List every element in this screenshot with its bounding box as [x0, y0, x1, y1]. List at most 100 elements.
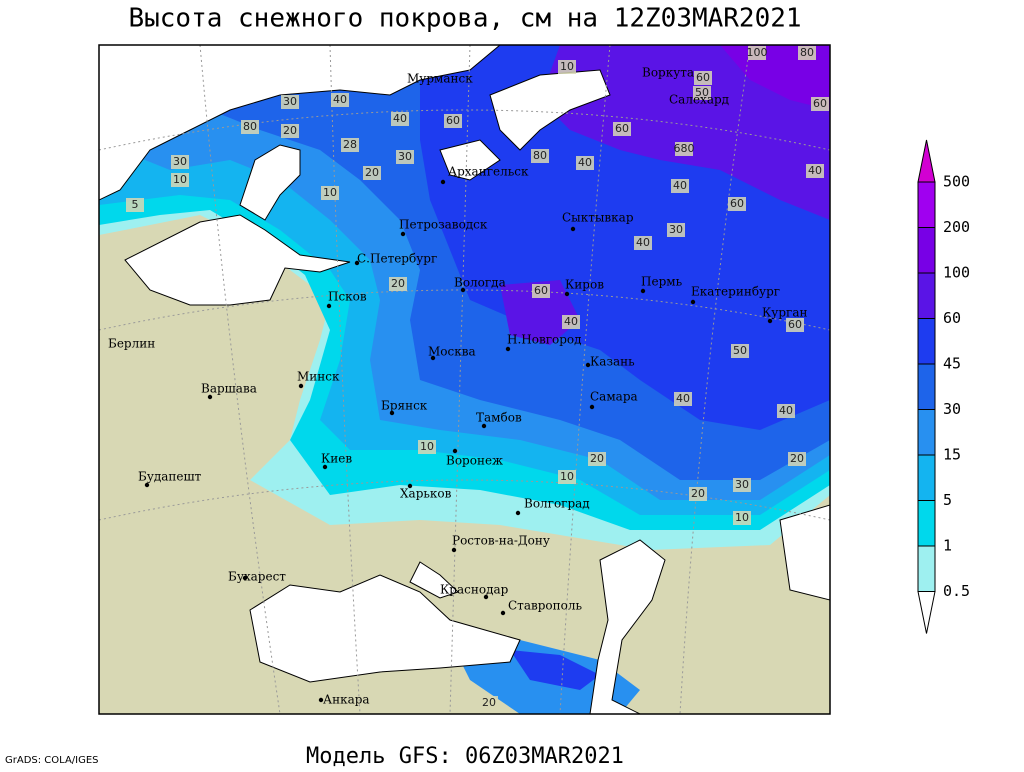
contour-label: 10 [560, 60, 574, 73]
city-dot [640, 288, 646, 294]
city-label: Салехард [669, 93, 729, 107]
contour-label: 30 [398, 150, 412, 163]
city-label: Н.Новгород [507, 333, 582, 347]
city-label: Воркута [642, 66, 694, 80]
contour-label: 20 [482, 696, 496, 709]
city-dot [589, 404, 595, 410]
snow-layer [500, 280, 580, 345]
colorbar-bin [917, 272, 936, 319]
city-label: Анкара [323, 693, 370, 707]
contour-label-box [321, 186, 339, 200]
city-dot [505, 346, 511, 352]
city-label: Псков [328, 290, 367, 304]
snow-layer [510, 650, 600, 690]
contour-label-box [558, 470, 576, 484]
credit: GrADS: COLA/IGES [5, 755, 99, 766]
city-dot [322, 464, 328, 470]
colorbar-label: 200 [943, 218, 970, 236]
contour-label-box [777, 404, 795, 418]
sea [779, 504, 830, 601]
contour-label: 20 [790, 452, 804, 465]
city-label: Киев [321, 452, 352, 466]
contour-label-box [281, 124, 299, 138]
city-dot [767, 318, 773, 324]
contour-label: 60 [615, 122, 629, 135]
colorbar-top-arrow [917, 139, 936, 183]
contour-label: 20 [283, 124, 297, 137]
colorbar-label: 100 [943, 264, 970, 282]
city-label: С.Петербург [357, 252, 437, 266]
city-label: Тамбов [476, 411, 522, 425]
colorbar-label: 0.5 [943, 582, 970, 600]
city-dot [400, 231, 406, 237]
colorbar: 500 200 100 60 45 30 15 5 1 0.5 [917, 139, 970, 634]
contour-label: 10 [323, 186, 337, 199]
contour-label: 20 [590, 452, 604, 465]
city-dot [500, 610, 506, 616]
sea [99, 45, 501, 201]
sea [239, 144, 301, 221]
contour-label-box [126, 198, 144, 212]
contour-label-box [671, 179, 689, 193]
contour-label: 40 [333, 93, 347, 106]
colorbar-bottom-arrow [917, 591, 936, 634]
contour-label-box [788, 452, 806, 466]
sea [249, 574, 521, 683]
contour-label-box [694, 71, 712, 85]
contour-label-box [674, 392, 692, 406]
contour-label-box [558, 60, 576, 74]
map: 100 80 10 60 50 30 40 80 20 28 40 30 60 80 40 60 680 40 60… [99, 45, 830, 714]
city-label: Курган [762, 306, 807, 320]
city-dot [451, 547, 457, 553]
snow-layer [540, 45, 830, 220]
contour-label-box [331, 93, 349, 107]
contour-label-box [811, 97, 829, 111]
contour-label: 10 [560, 470, 574, 483]
contour-label-box [341, 138, 359, 152]
city-label: Берлин [108, 337, 155, 351]
contour-label: 28 [343, 138, 357, 151]
contour-label-box [588, 452, 606, 466]
contour-label-box [444, 114, 462, 128]
city-label: Волгоград [524, 497, 590, 511]
contour-label: 10 [735, 511, 749, 524]
contour-label: 40 [676, 392, 690, 405]
colorbar-bin [917, 227, 936, 274]
contour-label-box [733, 511, 751, 525]
contour-label-box [171, 173, 189, 187]
city-dot [318, 697, 324, 703]
colorbar-bin [917, 181, 936, 228]
city-dot [515, 510, 521, 516]
contour-label: 60 [788, 318, 802, 331]
city-label: Петрозаводск [399, 218, 488, 232]
contour-label: 20 [365, 166, 379, 179]
contour-label: 40 [808, 164, 822, 177]
city-label: Архангельск [448, 165, 529, 179]
contour-label: 30 [173, 155, 187, 168]
colorbar-label: 30 [943, 400, 961, 418]
contour-label-box [806, 164, 824, 178]
contour-label-box [391, 112, 409, 126]
city-dot [440, 179, 446, 185]
city-label: Пермь [641, 275, 683, 289]
contour-label-box [418, 440, 436, 454]
sea [589, 539, 666, 714]
city-label: Харьков [400, 487, 452, 501]
city-label: Воронеж [446, 454, 503, 468]
contour-label-box [675, 142, 693, 156]
city-dot [144, 482, 150, 488]
contour-label: 10 [173, 173, 187, 186]
colorbar-bin [917, 545, 936, 592]
colorbar-label: 500 [943, 173, 970, 191]
city-label: Минск [297, 370, 340, 384]
city-label: Вологда [454, 276, 506, 290]
contour-label: 60 [534, 284, 548, 297]
contour-label-box [748, 46, 766, 60]
contour-label-box [576, 156, 594, 170]
colorbar-bin [917, 500, 936, 547]
colorbar-label: 1 [943, 537, 952, 555]
contour-label-box [689, 487, 707, 501]
city-dot [570, 226, 576, 232]
contour-label: 60 [813, 97, 827, 110]
